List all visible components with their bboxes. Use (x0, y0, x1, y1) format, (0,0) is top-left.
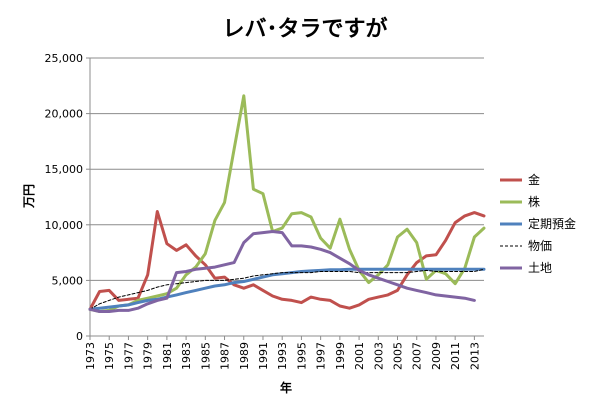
x-tick-label: 1983 (180, 342, 193, 370)
legend-label-2: 株 (528, 194, 540, 209)
x-axis-label: 年 (280, 380, 292, 395)
plot-area: 0 5,000 10,000 15,000 20,000 25,000 1973 1975 19… (45, 52, 486, 370)
x-tick-label: 2003 (372, 342, 385, 370)
x-tick-label: 1975 (103, 342, 116, 370)
series-line-5 (88, 230, 476, 313)
chart-title: レバ･タラですが (222, 16, 387, 42)
x-tick-label: 1973 (84, 342, 97, 370)
legend-label-3: 定期預金 (528, 216, 576, 231)
x-tick-label: 1985 (199, 342, 212, 370)
x-tick-label: 2011 (449, 342, 462, 370)
x-tick-label: 2009 (430, 342, 443, 370)
x-tick-label: 2005 (392, 342, 405, 370)
y-tick-label: 20,000 (45, 108, 84, 121)
x-tick-label: 1979 (142, 342, 155, 370)
x-tick-label: 1993 (276, 342, 289, 370)
y-axis-label: 万円 (22, 184, 36, 209)
x-tick-label: 1999 (334, 342, 347, 370)
y-tick-label: 10,000 (45, 219, 84, 232)
x-tick-label: 1991 (257, 342, 270, 370)
x-tick-label: 1997 (315, 342, 328, 370)
x-tick-label: 1977 (122, 342, 135, 370)
x-tick-label: 1987 (219, 342, 232, 370)
x-tick-label: 2013 (468, 342, 481, 370)
y-tick-label: 0 (76, 330, 83, 343)
x-tick-label: 1989 (238, 342, 251, 370)
x-tick-label: 1995 (295, 342, 308, 370)
x-tick-label: 1981 (161, 342, 174, 370)
y-tick-label: 15,000 (45, 163, 84, 176)
series-line-1 (88, 210, 486, 311)
legend-label-1: 金 (528, 172, 540, 187)
legend-label-4: 物価 (528, 239, 552, 253)
y-tick-label: 5,000 (52, 274, 84, 287)
x-tick-label: 2001 (353, 342, 366, 370)
x-tick-label: 2007 (411, 342, 424, 370)
series-line-4 (89, 268, 485, 310)
series-line-2 (88, 94, 486, 313)
legend-label-5: 土地 (528, 261, 552, 275)
y-tick-label: 25,000 (45, 52, 84, 65)
